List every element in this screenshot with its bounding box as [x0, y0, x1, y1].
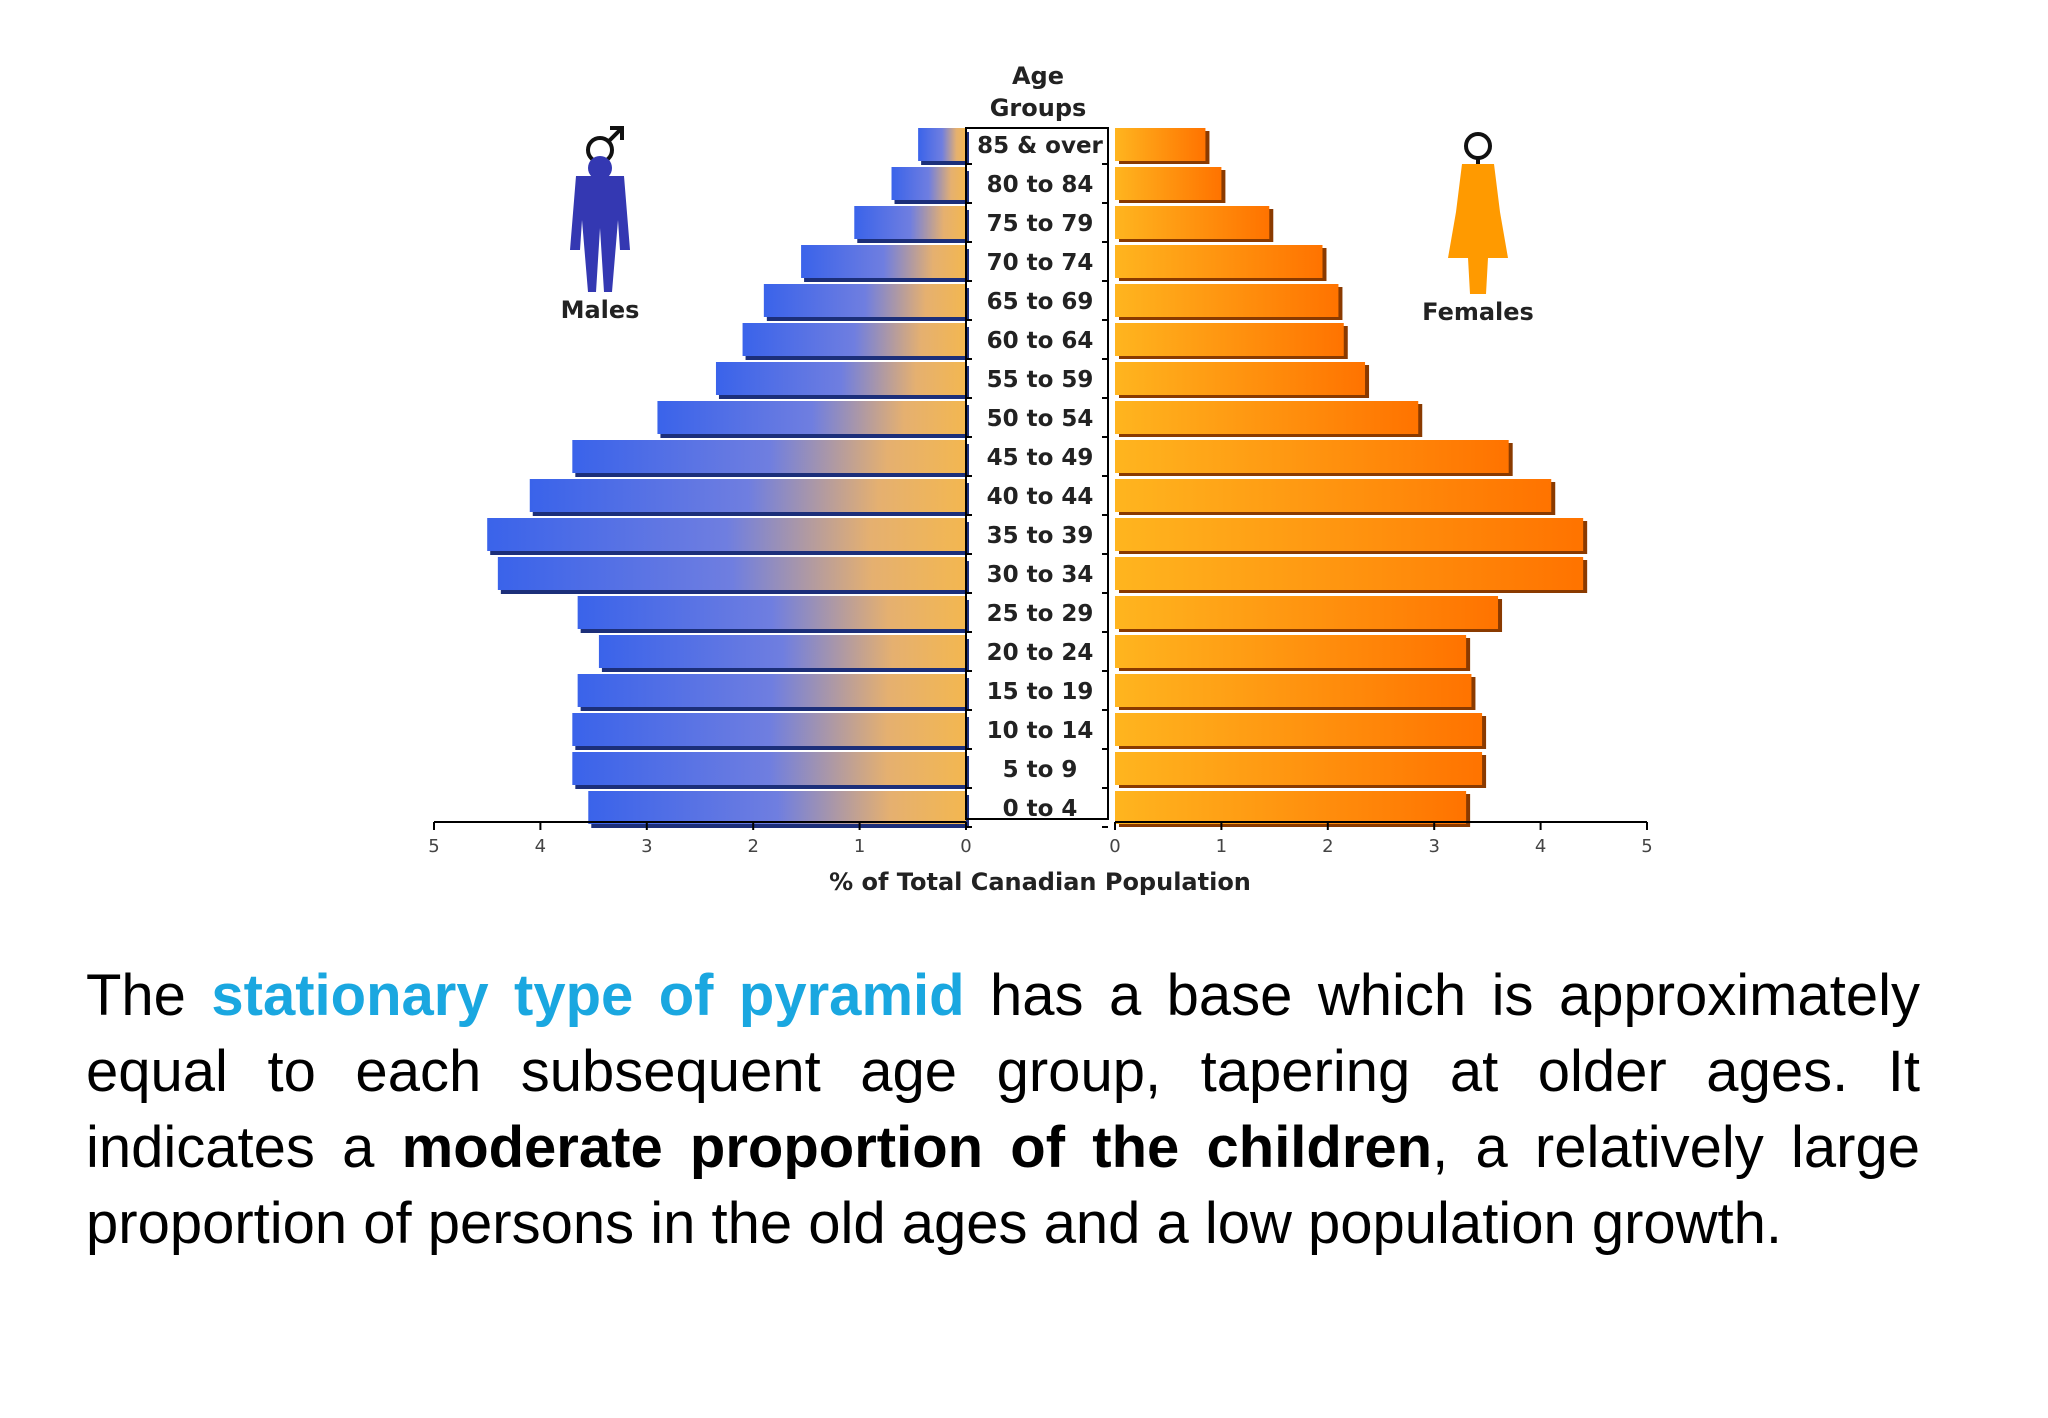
age-group-label: 5 to 9 [1003, 757, 1078, 783]
female-bar [1115, 401, 1419, 434]
female-figure-icon [1448, 164, 1508, 294]
age-labels: 85 & over 80 to 84 75 to 79 70 to 74 65 to 6… [966, 133, 1108, 828]
male-bar [598, 635, 966, 668]
male-bar [572, 713, 966, 746]
female-bars [1115, 128, 1588, 827]
male-axis-tick-label: 1 [854, 836, 865, 857]
x-axes: 0 0 1 1 2 2 3 3 4 4 5 5 [428, 821, 1653, 857]
bold-moderate-proportion: moderate proportion of the children [401, 1115, 1433, 1180]
female-bar [1115, 596, 1499, 629]
age-groups-header-line1: Age [1012, 62, 1064, 90]
female-bar [1115, 128, 1206, 161]
female-axis-tick-label: 1 [1216, 836, 1227, 857]
age-group-label: 40 to 44 [987, 484, 1094, 510]
female-bar [1115, 479, 1552, 512]
population-pyramid-chart: Age Groups 85 & over 80 to 84 75 to 79 70 t… [428, 62, 1653, 896]
female-bar [1115, 674, 1472, 707]
female-bar [1115, 167, 1222, 200]
female-axis-tick-label: 4 [1535, 836, 1546, 857]
male-symbol-icon [586, 126, 624, 164]
male-bar [657, 401, 966, 434]
age-group-label: 0 to 4 [1003, 796, 1078, 822]
male-bar [742, 323, 966, 356]
male-axis-tick-label: 4 [535, 836, 546, 857]
age-group-label: 45 to 49 [987, 445, 1094, 471]
description-paragraph: The stationary type of pyramid has a bas… [86, 958, 1920, 1262]
female-axis-tick-label: 2 [1322, 836, 1333, 857]
female-bar [1115, 323, 1344, 356]
age-label-box [965, 127, 1109, 820]
female-bar [1115, 440, 1509, 473]
female-bar [1115, 752, 1483, 785]
age-group-label: 55 to 59 [987, 367, 1094, 393]
female-axis-tick-label: 0 [1109, 836, 1120, 857]
paragraph-text-1: The [86, 963, 212, 1028]
age-group-label: 15 to 19 [987, 679, 1094, 705]
male-bar [487, 518, 966, 551]
male-bar [918, 128, 966, 161]
females-label: Females [1422, 298, 1534, 326]
female-bar [1115, 518, 1584, 551]
male-bars [487, 128, 969, 828]
age-group-label: 80 to 84 [987, 172, 1094, 198]
male-bar [715, 362, 966, 395]
female-bar [1115, 791, 1467, 824]
male-bar [497, 557, 966, 590]
male-axis-tick-label: 0 [960, 836, 971, 857]
female-bar [1115, 245, 1323, 278]
age-group-label: 20 to 24 [987, 640, 1094, 666]
paragraph-text-3: , a relatively large proportion of perso… [86, 1115, 1920, 1256]
female-bar [1115, 713, 1483, 746]
female-bar [1115, 635, 1467, 668]
age-group-label: 75 to 79 [987, 211, 1094, 237]
female-axis-tick-label: 3 [1428, 836, 1439, 857]
highlight-stationary-pyramid: stationary type of pyramid [211, 963, 965, 1028]
male-figure-icon [570, 156, 630, 292]
age-group-label: 60 to 64 [987, 328, 1094, 354]
male-bar [763, 284, 966, 317]
male-axis-tick-label: 3 [641, 836, 652, 857]
age-groups-header-line2: Groups [990, 94, 1087, 122]
male-bar [801, 245, 966, 278]
male-bar [577, 596, 966, 629]
age-group-label: 30 to 34 [987, 562, 1094, 588]
age-group-label: 70 to 74 [987, 250, 1094, 276]
female-bar [1115, 557, 1584, 590]
male-axis-tick-label: 5 [428, 836, 439, 857]
female-bar [1115, 362, 1366, 395]
age-group-label: 50 to 54 [987, 406, 1094, 432]
male-axis-tick-label: 2 [747, 836, 758, 857]
males-label: Males [561, 296, 640, 324]
age-group-label: 35 to 39 [987, 523, 1094, 549]
male-bar [572, 752, 966, 785]
male-bar [588, 791, 966, 824]
male-bar [529, 479, 966, 512]
male-bar [891, 167, 966, 200]
male-bar [577, 674, 966, 707]
x-axis-label: % of Total Canadian Population [829, 868, 1251, 896]
female-bar [1115, 206, 1270, 239]
age-group-label: 65 to 69 [987, 289, 1094, 315]
paragraph-text-2: has a base which is approximately equal … [86, 963, 1921, 1180]
male-bar [572, 440, 966, 473]
male-bar [854, 206, 966, 239]
age-group-label: 25 to 29 [987, 601, 1094, 627]
female-axis-tick-label: 5 [1641, 836, 1652, 857]
female-bar [1115, 284, 1339, 317]
age-group-label: 10 to 14 [987, 718, 1094, 744]
age-group-label: 85 & over [977, 133, 1103, 159]
